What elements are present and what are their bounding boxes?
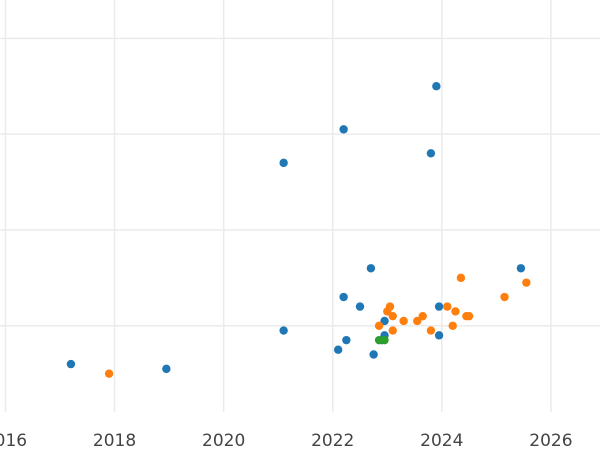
x-axis-tick-labels: 2016 2018 2020 2022 2024 2026 [0, 431, 573, 450]
x-tick-label: 2024 [420, 431, 463, 450]
x-tick-label: 2022 [311, 431, 354, 450]
data-point [522, 278, 531, 287]
data-point [339, 125, 348, 134]
x-tick-label: 2026 [529, 431, 572, 450]
x-tick-label: 2020 [202, 431, 245, 450]
data-point [162, 364, 171, 374]
data-point [413, 316, 422, 326]
x-tick-label: 2018 [93, 431, 136, 450]
data-point [388, 326, 397, 335]
data-point [426, 149, 436, 158]
data-point [516, 264, 526, 273]
data-point [333, 345, 343, 354]
data-point [399, 316, 408, 326]
y-grid [0, 37, 600, 327]
data-points [66, 82, 531, 378]
data-point [434, 302, 444, 311]
data-point [464, 311, 474, 321]
data-point [380, 316, 389, 326]
data-point [104, 369, 114, 378]
data-point [355, 302, 365, 311]
data-point [374, 321, 384, 330]
data-point [426, 326, 436, 335]
data-point [342, 335, 351, 345]
data-point [339, 292, 348, 302]
data-point [443, 302, 452, 311]
data-point [451, 307, 460, 316]
data-point [369, 350, 378, 359]
data-point [456, 273, 466, 283]
data-point [385, 302, 395, 311]
data-point [434, 331, 444, 340]
data-point [380, 335, 389, 345]
data-point [66, 359, 76, 369]
data-point [448, 321, 457, 330]
data-point [366, 264, 376, 273]
data-point [388, 311, 397, 321]
x-grid [4, 0, 552, 412]
data-point [432, 82, 441, 91]
x-tick-label: 2016 [0, 431, 27, 450]
data-point [279, 158, 288, 168]
data-point [279, 326, 288, 335]
data-point [500, 292, 509, 302]
data-point [418, 311, 427, 321]
